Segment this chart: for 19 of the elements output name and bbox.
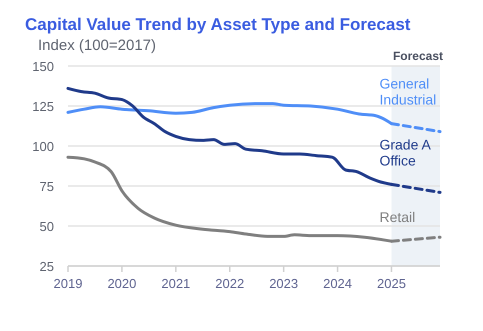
series-label: General Industrial xyxy=(379,76,436,108)
y-tick-label: 25 xyxy=(40,259,54,274)
y-tick-label: 50 xyxy=(40,219,54,234)
series-label: Retail xyxy=(379,209,416,226)
x-tick-label: 2020 xyxy=(107,276,136,291)
series-label: Grade A Office xyxy=(379,136,432,168)
y-tick-label: 75 xyxy=(40,179,54,194)
y-tick-label: 125 xyxy=(32,99,54,114)
y-axis-title: Index (100=2017) xyxy=(38,37,156,54)
x-tick-label: 2019 xyxy=(54,276,82,291)
x-tick-label: 2022 xyxy=(215,276,244,291)
y-tick-label: 150 xyxy=(32,59,54,74)
x-tick-label: 2024 xyxy=(323,276,352,291)
x-tick-label: 2025 xyxy=(377,276,406,291)
band-label: Forecast xyxy=(392,49,443,63)
chart-title: Capital Value Trend by Asset Type and Forecast xyxy=(25,15,411,34)
x-tick-label: 2023 xyxy=(269,276,298,291)
x-tick-label: 2021 xyxy=(161,276,190,291)
y-tick-label: 100 xyxy=(32,139,54,154)
